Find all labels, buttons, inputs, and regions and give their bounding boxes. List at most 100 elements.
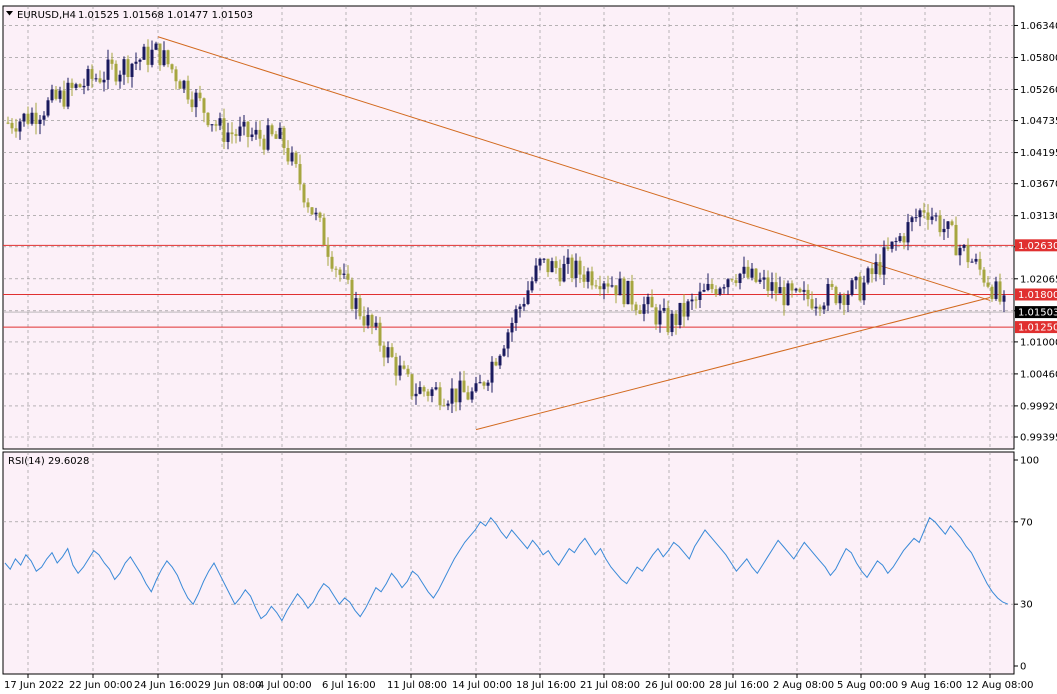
price-trendlines: [157, 36, 991, 431]
candle-body: [818, 306, 822, 310]
candle-body: [294, 152, 298, 165]
candle-body: [166, 50, 170, 65]
candle-body: [822, 305, 826, 310]
rsi-tick-label: 0: [1020, 662, 1026, 673]
candle-body: [178, 81, 182, 89]
candle-body: [286, 148, 290, 162]
candle-body: [274, 134, 278, 139]
candle-body: [598, 286, 602, 290]
candle-body: [702, 289, 706, 292]
candle-body: [134, 61, 138, 64]
candle-body: [886, 247, 890, 249]
candle-body: [282, 127, 286, 149]
level-tag-label: 1.01250: [1018, 323, 1057, 334]
candle-body: [214, 124, 218, 126]
candle-body: [138, 59, 142, 62]
candle-body: [546, 258, 550, 273]
candle-body: [878, 262, 882, 275]
rsi-tick-label: 70: [1020, 517, 1033, 528]
candle-body: [962, 245, 966, 248]
candle-body: [86, 69, 90, 86]
candle-body: [474, 383, 478, 392]
candle-body: [894, 241, 898, 243]
candle-body: [670, 313, 674, 333]
price-tick-label: 1.05260: [1020, 85, 1057, 96]
candle-body: [978, 258, 982, 270]
candle-body: [194, 92, 198, 108]
current-price-tag-label: 1.01503: [1018, 308, 1057, 319]
candle-body: [982, 269, 986, 283]
candle-body: [66, 82, 70, 107]
candle-body: [378, 322, 382, 346]
candle-body: [934, 215, 938, 217]
candle-body: [334, 268, 338, 270]
candle-body: [190, 99, 194, 108]
candle-body: [858, 276, 862, 301]
candle-body: [754, 268, 758, 282]
candle-body: [58, 90, 62, 99]
candle-body: [498, 355, 502, 366]
time-tick-label: 6 Jul 16:00: [322, 680, 376, 691]
candle-body: [994, 281, 998, 299]
candle-body: [426, 391, 430, 396]
candle-body: [358, 298, 362, 317]
level-tag: [1015, 239, 1057, 252]
rsi-tick-label: 100: [1020, 456, 1039, 467]
candle-body: [778, 287, 782, 294]
candle-body: [486, 382, 490, 386]
candle-body: [990, 286, 994, 299]
candle-body: [174, 69, 178, 82]
candle-body: [594, 285, 598, 287]
candle-body: [154, 43, 158, 50]
candle-body: [182, 80, 186, 89]
candle-body: [518, 306, 522, 310]
time-tick-label: 21 Jul 08:00: [580, 680, 640, 691]
candle-body: [366, 314, 370, 326]
candle-body: [386, 347, 390, 358]
candle-body: [902, 236, 906, 243]
price-levels: [3, 244, 1014, 328]
candle-body: [78, 84, 82, 88]
time-axis: 17 Jun 2022 22 Jun 00:00 24 Jun 16:00 29 Ju…: [4, 674, 1033, 691]
candle-body: [478, 382, 482, 384]
candle-body: [938, 215, 942, 233]
candle-body: [322, 217, 326, 246]
candle-body: [114, 63, 118, 82]
candle-body: [402, 365, 406, 369]
candle-body: [790, 283, 794, 291]
candle-body: [626, 280, 630, 305]
candle-body: [618, 278, 622, 296]
candle-body: [862, 282, 866, 301]
candle-body: [30, 112, 34, 124]
ohlc-values: 1.01525 1.01568 1.01477 1.01503: [78, 10, 253, 21]
candle-body: [102, 79, 106, 83]
candle-body: [826, 283, 830, 306]
candle-body: [390, 347, 394, 357]
candle-body: [250, 134, 254, 137]
candle-body: [970, 261, 974, 263]
candle-body: [418, 387, 422, 394]
candle-body: [654, 307, 658, 325]
candle-body: [762, 277, 766, 280]
candle-body: [342, 273, 346, 275]
candle-body: [38, 119, 42, 124]
time-tick-label: 12 Aug 08:00: [966, 680, 1033, 691]
candle-body: [398, 365, 402, 376]
candle-body: [838, 295, 842, 304]
candle-body: [666, 307, 670, 333]
candle-body: [882, 247, 886, 275]
candle-body: [210, 124, 214, 126]
candle-body: [574, 260, 578, 279]
candle-body: [442, 405, 446, 407]
candle-body: [966, 245, 970, 263]
level-tag-label: 1.02630: [1018, 241, 1057, 252]
candle-body: [318, 212, 322, 218]
candle-body: [682, 302, 686, 317]
price-tick-label: 1.04735: [1020, 116, 1057, 127]
symbol-dropdown-icon[interactable]: [6, 11, 13, 16]
candle-body: [158, 43, 162, 66]
candle-body: [722, 287, 726, 289]
price-tick-label: 1.05800: [1020, 53, 1057, 64]
candle-body: [226, 132, 230, 142]
